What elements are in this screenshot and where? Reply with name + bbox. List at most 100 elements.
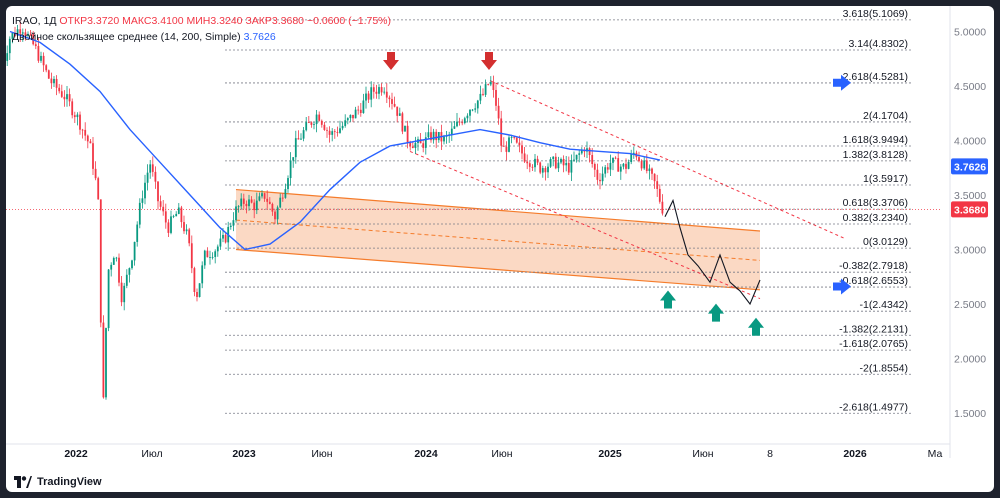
candle-body [411, 146, 414, 149]
candle [235, 200, 237, 223]
time-axis-tick: Июл [141, 448, 162, 460]
candle-body [274, 211, 276, 220]
candle [141, 190, 144, 209]
candle-body [560, 158, 562, 163]
candle-body [443, 136, 445, 142]
down-arrow-icon [383, 52, 399, 71]
candle [250, 196, 253, 204]
candle-body [419, 139, 422, 144]
candle [6, 45, 9, 67]
candle-body [544, 168, 547, 173]
candle [562, 155, 565, 173]
fib-level-label: -1.382(2.2131) [839, 323, 908, 335]
candle-body [502, 145, 505, 147]
candle-body [253, 202, 256, 211]
candle-body [435, 131, 438, 141]
candle [133, 241, 136, 266]
candle [34, 41, 37, 50]
candle-body [136, 224, 139, 242]
candle-body [357, 109, 360, 111]
price-axis-tick: 2.5000 [954, 299, 986, 311]
ma-value: 3.7626 [243, 31, 276, 43]
symbol-label[interactable]: IRAO, 1Д [12, 15, 57, 27]
candle-body [328, 130, 331, 135]
chart-panel[interactable]: 3.618(5.1069) 3.14(4.8302) 2.618(4.5281) 2(… [6, 6, 994, 492]
right-arrow-icon [833, 74, 851, 91]
candle-body [131, 260, 133, 269]
candle [214, 249, 217, 264]
candle-body [63, 96, 66, 100]
fib-level-label: -1(2.4342) [860, 299, 908, 311]
price-axis-tick: 2.0000 [954, 354, 986, 366]
candle-body [461, 122, 464, 124]
candle-body [640, 161, 643, 169]
candle-body [32, 34, 35, 45]
candle [297, 130, 300, 140]
candle-body [372, 87, 375, 92]
candle [357, 105, 360, 115]
candle-body [198, 283, 201, 297]
candle-body [128, 268, 131, 275]
candle [617, 151, 620, 172]
price-axis-tick: 4.5000 [954, 81, 986, 93]
channel-lower-line [235, 248, 761, 291]
low-value: МИН3.3240 [186, 15, 243, 27]
candle-body [120, 282, 123, 303]
candle [396, 106, 399, 123]
candle-body [206, 250, 209, 258]
tradingview-logo-text: TradingView [37, 476, 102, 488]
candle [219, 230, 222, 250]
candle [99, 199, 102, 328]
candle-body [159, 201, 162, 207]
candle-body [383, 91, 386, 93]
candle [47, 69, 50, 79]
candle-body [484, 84, 487, 95]
candle [242, 193, 245, 209]
candle-body [50, 78, 53, 84]
candle [307, 116, 310, 124]
tradingview-logo[interactable]: TradingView [14, 476, 102, 488]
candle [328, 126, 331, 143]
candle-body [97, 178, 100, 200]
candle [333, 129, 336, 139]
candle [661, 194, 664, 216]
candle [157, 180, 159, 210]
candle-body [326, 129, 328, 131]
candle-body [632, 152, 635, 155]
candle-body [409, 142, 412, 147]
candle [419, 133, 422, 144]
candle [84, 122, 87, 141]
candle [40, 51, 42, 63]
candle-body [526, 161, 529, 164]
candle-body [45, 65, 48, 71]
candle-body [497, 105, 500, 119]
candle [164, 203, 167, 229]
candle [445, 130, 448, 144]
candle [528, 161, 531, 173]
candle-body [14, 32, 16, 36]
candle [656, 174, 659, 197]
candle [66, 86, 68, 107]
candle [149, 160, 152, 179]
fib-level-label: 3.618(5.1069) [843, 8, 908, 20]
candle-body [515, 137, 518, 143]
candle [378, 84, 380, 100]
candle-body [219, 238, 222, 247]
candle-body [55, 78, 58, 88]
candle [461, 119, 464, 126]
candle-body [68, 94, 71, 102]
candle-body [276, 207, 279, 220]
candle-body [500, 118, 503, 146]
indicator-legend[interactable]: Двойное скользящее среднее (14, 200, Sim… [12, 31, 276, 43]
ma-label: Двойное скользящее среднее (14, 200, Sim… [12, 31, 241, 43]
candle [523, 147, 526, 164]
candle-body [248, 199, 250, 207]
price-chart[interactable]: 3.618(5.1069) 3.14(4.8302) 2.618(4.5281) 2(… [6, 6, 994, 492]
candle-body [305, 122, 308, 131]
candle-body [79, 114, 81, 130]
candle [237, 205, 240, 213]
candle-body [112, 257, 115, 265]
candle-body [19, 29, 22, 34]
candle-body [240, 198, 243, 207]
